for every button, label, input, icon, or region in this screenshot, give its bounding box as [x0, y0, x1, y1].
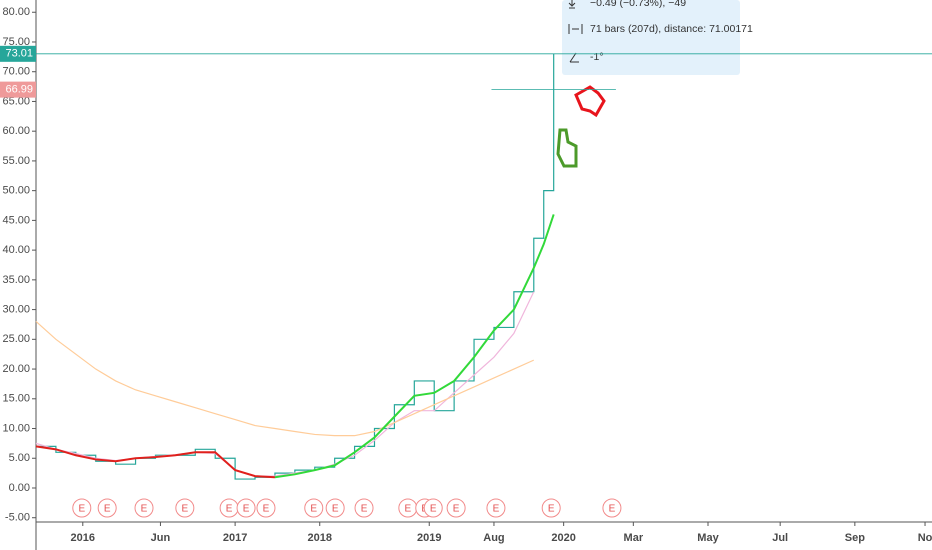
tooltip-angle: -1°	[590, 51, 604, 63]
earnings-label: E	[405, 504, 412, 515]
tooltip-change: −0.49 (−0.73%), −49	[590, 0, 686, 9]
earnings-marker	[446, 498, 466, 518]
earnings-label: E	[609, 504, 616, 515]
x-tick-label: Jun	[151, 532, 171, 544]
y-tick-label: 35.00	[2, 274, 30, 286]
tooltip-bars: 71 bars (207d), distance: 71.00171	[590, 23, 753, 35]
earnings-marker	[304, 498, 324, 518]
earnings-marker	[423, 498, 443, 518]
y-tick-label: 65.00	[2, 95, 30, 107]
earnings-label: E	[430, 504, 437, 515]
series-line	[35, 445, 275, 479]
y-tick-label: 0.00	[9, 482, 30, 494]
earnings-marker	[134, 498, 154, 518]
y-tick-label: 30.00	[2, 303, 30, 315]
tooltip-box	[562, 0, 740, 75]
y-tick-label: 5.00	[9, 452, 30, 464]
earnings-marker	[486, 498, 506, 518]
earnings-marker	[256, 498, 276, 518]
earnings-marker	[97, 498, 117, 518]
earnings-label: E	[453, 504, 460, 515]
earnings-marker	[541, 498, 561, 518]
earnings-marker	[175, 498, 195, 518]
hand-icons	[556, 85, 606, 168]
y-tick-label: 20.00	[2, 363, 30, 375]
earnings-marker	[354, 498, 374, 518]
earnings-label: E	[332, 504, 339, 515]
x-tick-label: 2016	[71, 532, 95, 544]
y-tick-label: 40.00	[2, 244, 30, 256]
tooltip-icons	[568, 0, 583, 63]
series-line	[36, 321, 554, 435]
price-label-box	[0, 45, 36, 62]
earnings-label: E	[310, 504, 317, 515]
y-tick-label: -5.00	[5, 512, 30, 524]
y-tick-label: 10.00	[2, 422, 30, 434]
earnings-label: E	[493, 504, 500, 515]
y-tick-label: 75.00	[2, 36, 30, 48]
earnings-label: E	[263, 504, 270, 515]
price-label: 73.01	[5, 48, 33, 60]
earnings-label: E	[226, 504, 233, 515]
x-tick-label: 2018	[307, 532, 331, 544]
y-tick-label: 25.00	[2, 333, 30, 345]
y-tick-label: 70.00	[2, 66, 30, 78]
price-label: 66.99	[5, 84, 33, 96]
earnings-label: E	[181, 504, 188, 515]
x-tick-label: 2017	[223, 532, 247, 544]
y-tick-label: 60.00	[2, 125, 30, 137]
y-tick-label: 50.00	[2, 185, 30, 197]
earnings-marker	[325, 498, 345, 518]
series-line	[36, 250, 554, 476]
series-line	[274, 214, 555, 479]
x-tick-label: Aug	[483, 532, 504, 544]
x-tick-label: May	[697, 532, 719, 544]
y-tick-label: 55.00	[2, 155, 30, 167]
earnings-marker	[236, 498, 256, 518]
earnings-label: E	[548, 504, 555, 515]
earnings-marker	[602, 498, 622, 518]
earnings-label: E	[141, 504, 148, 515]
x-tick-label: 2019	[417, 532, 441, 544]
x-tick-label: No	[918, 532, 932, 544]
earnings-marker	[72, 498, 92, 518]
earnings-label: E	[104, 504, 111, 515]
x-tick-label: 2020	[551, 532, 575, 544]
earnings-label: E	[361, 504, 368, 515]
y-tick-label: 15.00	[2, 393, 30, 405]
earnings-label: E	[243, 504, 250, 515]
x-tick-label: Sep	[845, 532, 865, 544]
x-tick-label: Mar	[624, 532, 644, 544]
earnings-label: E	[78, 504, 85, 515]
series-line	[36, 53, 555, 480]
price-label-box	[0, 81, 36, 98]
y-tick-label: 80.00	[2, 6, 30, 18]
x-tick-label: Jul	[772, 532, 788, 544]
y-tick-label: 45.00	[2, 214, 30, 226]
